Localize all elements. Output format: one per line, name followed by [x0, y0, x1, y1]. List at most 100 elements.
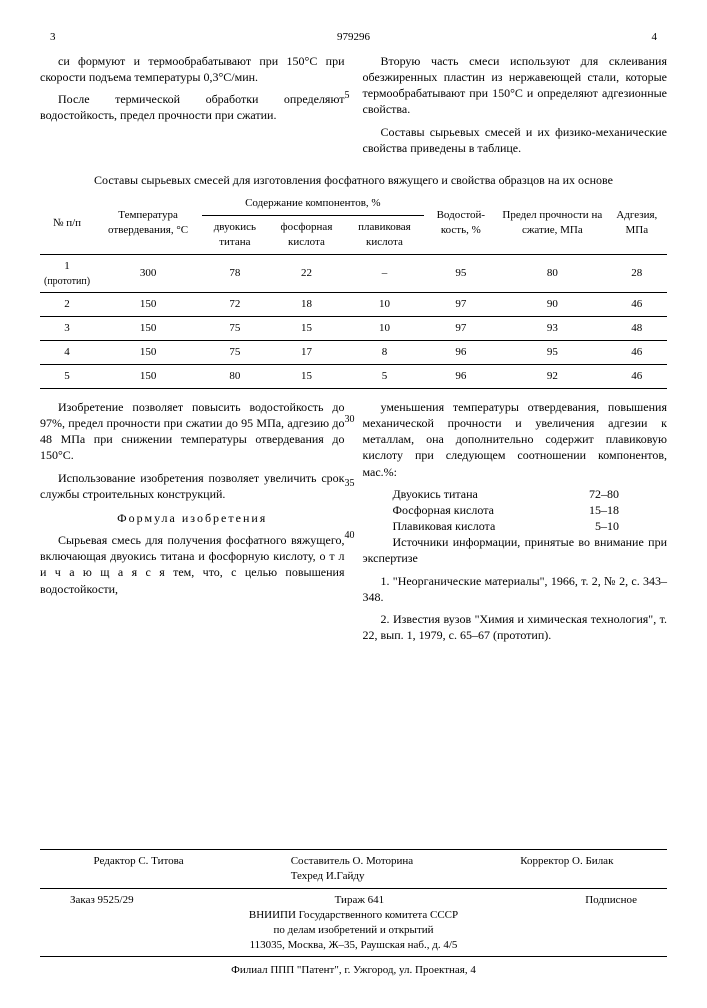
cell: 10 [345, 317, 423, 341]
th-temp: Температура отвердевания, °С [94, 192, 202, 254]
cell-n: 5 [40, 364, 94, 388]
th-phos: фосфорная кислота [268, 216, 346, 255]
cell: 75 [202, 341, 268, 365]
ratio-val: 15–18 [589, 502, 619, 518]
br-p1: уменьшения температуры отвердевания, пов… [363, 399, 668, 480]
bottom-left-col: Изобретение позволяет повысить водостойк… [40, 399, 345, 650]
cell: 96 [424, 341, 498, 365]
branch: Филиал ППП "Патент", г. Ужгород, ул. Про… [40, 957, 667, 978]
table-head: № п/п Температура отвердевания, °С Содер… [40, 192, 667, 254]
cell: 150 [94, 364, 202, 388]
cell: – [345, 254, 423, 293]
ratio-row: Плавиковая кислота 5–10 [363, 518, 668, 534]
footer-mid: Заказ 9525/29 Тираж 641 Подписное ВНИИПИ… [40, 889, 667, 957]
page-header: 3 979296 4 [40, 30, 667, 45]
top-right-p2: Составы сырьевых смесей и их физико-меха… [363, 124, 668, 156]
cell: 22 [268, 254, 346, 293]
src1: 1. "Неорганические материалы", 1966, т. … [363, 573, 668, 605]
cell: 46 [607, 341, 667, 365]
line-marker-35: 35 [345, 477, 355, 491]
doc-number: 979296 [337, 31, 370, 43]
top-left-p1: си формуют и термообрабатывают при 150°С… [40, 53, 345, 85]
org3: 113035, Москва, Ж–35, Раушская наб., д. … [40, 938, 667, 953]
cell: 48 [607, 317, 667, 341]
cell: 5 [345, 364, 423, 388]
cell: 150 [94, 317, 202, 341]
top-columns: си формуют и термообрабатывают при 150°С… [40, 53, 667, 162]
cell: 90 [498, 293, 607, 317]
formula-heading: Формула изобретения [40, 510, 345, 526]
ratio-val: 72–80 [589, 486, 619, 502]
tirazh: Тираж 641 [335, 893, 385, 908]
cell-n: 3 [40, 317, 94, 341]
cell: 96 [424, 364, 498, 388]
sign: Подписное [585, 893, 637, 908]
order: Заказ 9525/29 [70, 893, 134, 908]
cell: 300 [94, 254, 202, 293]
table-row: 3150751510979348 [40, 317, 667, 341]
top-left-col: си формуют и термообрабатывают при 150°С… [40, 53, 345, 162]
cell: 75 [202, 317, 268, 341]
ratio-name: Двуокись титана [393, 486, 478, 502]
cell: 8 [345, 341, 423, 365]
page-num-right: 4 [652, 30, 658, 45]
cell: 92 [498, 364, 607, 388]
cell: 80 [202, 364, 268, 388]
cell-n: 2 [40, 293, 94, 317]
bottom-columns: Изобретение позволяет повысить водостойк… [40, 399, 667, 650]
bottom-right-col: 30 35 40 уменьшения температуры отвердев… [363, 399, 668, 650]
cell: 17 [268, 341, 346, 365]
cell: 46 [607, 293, 667, 317]
th-n: № п/п [40, 192, 94, 254]
org1: ВНИИПИ Государственного комитета СССР [40, 908, 667, 923]
cell: 72 [202, 293, 268, 317]
table-row: 2150721810979046 [40, 293, 667, 317]
table-caption: Составы сырьевых смесей для изготовления… [40, 172, 667, 188]
top-left-p2: После термической обработки определяют в… [40, 91, 345, 123]
cell: 78 [202, 254, 268, 293]
ratio-name: Плавиковая кислота [393, 518, 496, 534]
cell: 15 [268, 364, 346, 388]
top-right-p1: Вторую часть смеси используют для склеив… [363, 53, 668, 118]
cell: 150 [94, 293, 202, 317]
cell-n: 1(прототип) [40, 254, 94, 293]
ratio-row: Двуокись титана 72–80 [363, 486, 668, 502]
cell: 46 [607, 364, 667, 388]
cell: 97 [424, 293, 498, 317]
editor: Редактор С. Титова [94, 854, 184, 884]
cell: 80 [498, 254, 607, 293]
cell: 93 [498, 317, 607, 341]
ratio-list: Двуокись титана 72–80 Фосфорная кислота 15–… [363, 486, 668, 535]
table-row: 1(прототип)3007822–958028 [40, 254, 667, 293]
cell: 97 [424, 317, 498, 341]
tech: Техред И.Гайду [291, 870, 365, 882]
ratio-row: Фосфорная кислота 15–18 [363, 502, 668, 518]
cell: 10 [345, 293, 423, 317]
cell: 150 [94, 341, 202, 365]
bl-p1: Изобретение позволяет повысить водостойк… [40, 399, 345, 464]
page-num-left: 3 [50, 30, 56, 45]
line-marker-5: 5 [345, 89, 350, 103]
corrector: Корректор О. Билак [520, 854, 613, 884]
top-right-col: 5 Вторую часть смеси используют для скле… [363, 53, 668, 162]
th-strength: Предел прочности на сжатие, МПа [498, 192, 607, 254]
line-marker-30: 30 [345, 413, 355, 427]
cell: 15 [268, 317, 346, 341]
cell: 18 [268, 293, 346, 317]
ratio-name: Фосфорная кислота [393, 502, 494, 518]
th-water: Водостой-кость, % [424, 192, 498, 254]
footer-top: Редактор С. Титова Составитель О. Мотори… [40, 849, 667, 889]
src-heading: Источники информации, принятые во вниман… [363, 534, 668, 566]
table-row: 415075178969546 [40, 341, 667, 365]
cell: 28 [607, 254, 667, 293]
th-tio2: двуокись титана [202, 216, 268, 255]
bl-p3: Сырьевая смесь для получения фосфатного … [40, 532, 345, 597]
footer: Редактор С. Титова Составитель О. Мотори… [40, 849, 667, 978]
th-hf: плавиковая кислота [345, 216, 423, 255]
th-comp-group: Содержание компонентов, % [202, 192, 424, 215]
main-table: № п/п Температура отвердевания, °С Содер… [40, 192, 667, 389]
line-marker-40: 40 [345, 529, 355, 543]
table-row: 515080155969246 [40, 364, 667, 388]
ratio-val: 5–10 [595, 518, 619, 534]
cell: 95 [424, 254, 498, 293]
